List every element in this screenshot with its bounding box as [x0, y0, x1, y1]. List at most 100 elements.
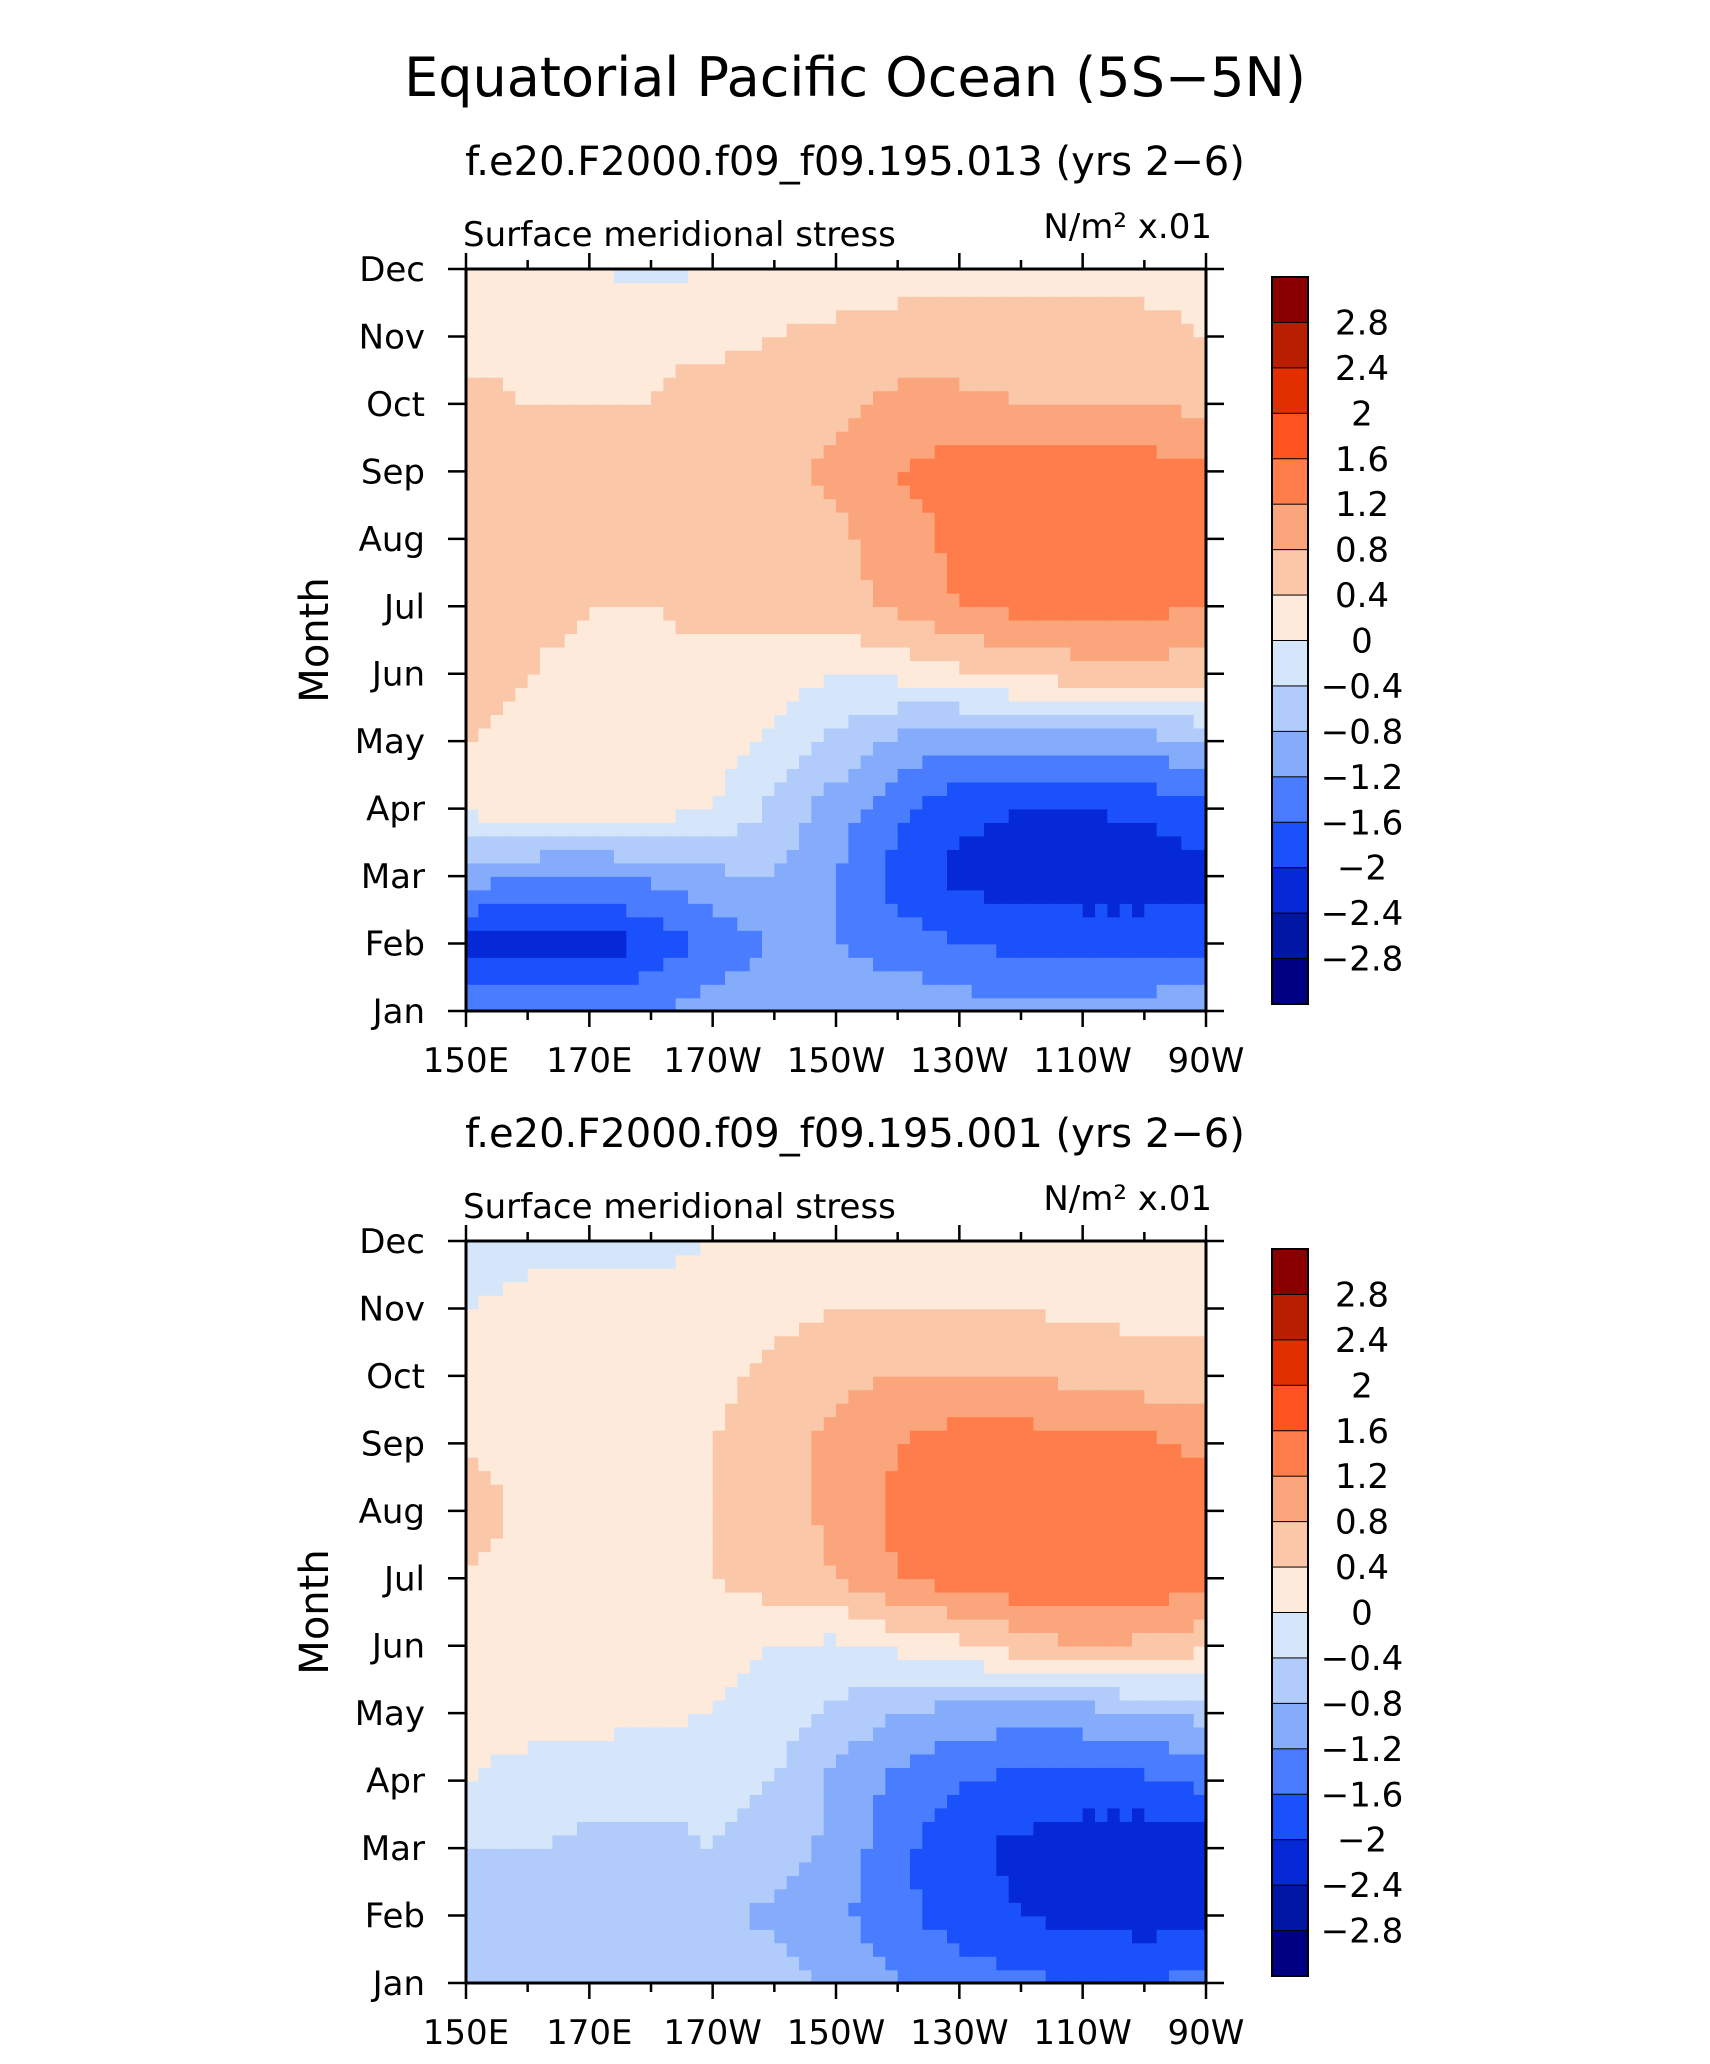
heat-cell — [491, 1619, 504, 1633]
heat-cell — [466, 890, 479, 904]
heat-cell — [466, 1632, 479, 1646]
x-tick-label: 150E — [423, 1041, 509, 1081]
heat-cell — [787, 485, 800, 499]
heat-cell — [873, 1889, 886, 1903]
heat-cell — [1120, 701, 1133, 715]
heat-cell — [787, 431, 800, 445]
heat-cell — [1144, 836, 1157, 850]
heat-cell — [1157, 782, 1170, 796]
heat-cell — [565, 1875, 578, 1889]
heat-cell — [540, 498, 553, 512]
heat-cell — [922, 809, 935, 823]
heat-cell — [1021, 1740, 1034, 1754]
heat-cell — [972, 1956, 985, 1970]
heat-cell — [651, 1835, 664, 1849]
heat-cell — [602, 971, 615, 985]
heat-cell — [1157, 431, 1170, 445]
heat-cell — [947, 404, 960, 418]
heat-cell — [589, 350, 602, 364]
heat-cell — [1144, 876, 1157, 890]
heat-cell — [552, 1754, 565, 1768]
heat-cell — [799, 633, 812, 647]
heat-cell — [1009, 1889, 1022, 1903]
heat-cell — [984, 1835, 997, 1849]
heat-cell — [737, 863, 750, 877]
heat-cell — [848, 944, 861, 958]
heat-cell — [935, 768, 948, 782]
heat-cell — [503, 1875, 516, 1889]
heat-cell — [614, 1781, 627, 1795]
heat-cell — [959, 1943, 972, 1957]
heat-cell — [1120, 1740, 1133, 1754]
heat-cell — [1033, 917, 1046, 931]
heat-cell — [1120, 620, 1133, 634]
heat-cell — [540, 309, 553, 323]
heat-cell — [577, 1740, 590, 1754]
heat-cell — [515, 633, 528, 647]
heat-cell — [1046, 849, 1059, 863]
heat-cell — [528, 1916, 541, 1930]
heat-cell — [1046, 1835, 1059, 1849]
heat-cell — [836, 1916, 849, 1930]
heat-cell — [1058, 552, 1071, 566]
heat-cell — [663, 944, 676, 958]
heat-cell — [676, 350, 689, 364]
heat-cell — [824, 350, 837, 364]
heat-cell — [700, 620, 713, 634]
heat-cell — [713, 593, 726, 607]
heat-cell — [565, 296, 578, 310]
heat-cell — [676, 552, 689, 566]
heat-cell — [1070, 1686, 1083, 1700]
heat-cell — [503, 863, 516, 877]
heat-cell — [873, 1632, 886, 1646]
heat-cell — [1033, 1848, 1046, 1862]
heat-cell — [552, 471, 565, 485]
heat-cell — [1033, 444, 1046, 458]
heat-cell — [515, 1727, 528, 1741]
heat-cell — [1107, 404, 1120, 418]
heat-cell — [824, 768, 837, 782]
heat-cell — [972, 1727, 985, 1741]
heat-cell — [922, 1754, 935, 1768]
heat-cell — [799, 728, 812, 742]
heat-cell — [466, 836, 479, 850]
heat-cell — [824, 1889, 837, 1903]
heat-cell — [1132, 903, 1145, 917]
heat-cell — [898, 566, 911, 580]
heat-cell — [787, 363, 800, 377]
heat-cell — [528, 390, 541, 404]
heat-cell — [885, 444, 898, 458]
heat-cell — [750, 1794, 763, 1808]
heat-cell — [1021, 282, 1034, 296]
heat-cell — [626, 282, 639, 296]
heat-cell — [713, 971, 726, 985]
heat-cell — [799, 890, 812, 904]
heat-cell — [491, 390, 504, 404]
heat-cell — [1058, 498, 1071, 512]
heat-cell — [466, 863, 479, 877]
heat-cell — [935, 687, 948, 701]
heat-cell — [1070, 809, 1083, 823]
heat-cell — [959, 593, 972, 607]
heat-cell — [1157, 323, 1170, 337]
heat-cell — [1144, 512, 1157, 526]
heat-cell — [774, 458, 787, 472]
heat-cell — [959, 836, 972, 850]
heat-cell — [774, 647, 787, 661]
heat-cell — [1083, 593, 1096, 607]
heat-cell — [478, 404, 491, 418]
heat-cell — [861, 309, 874, 323]
heat-cell — [639, 714, 652, 728]
heat-cell — [959, 1889, 972, 1903]
heat-cell — [836, 822, 849, 836]
heat-cell — [799, 1767, 812, 1781]
heat-cell — [713, 795, 726, 809]
heat-cell — [750, 633, 763, 647]
heat-cell — [1181, 512, 1194, 526]
heat-cell — [787, 1632, 800, 1646]
heat-cell — [651, 417, 664, 431]
heat-cell — [540, 849, 553, 863]
heat-cell — [602, 1848, 615, 1862]
heat-cell — [676, 1700, 689, 1714]
heat-cell — [1083, 552, 1096, 566]
